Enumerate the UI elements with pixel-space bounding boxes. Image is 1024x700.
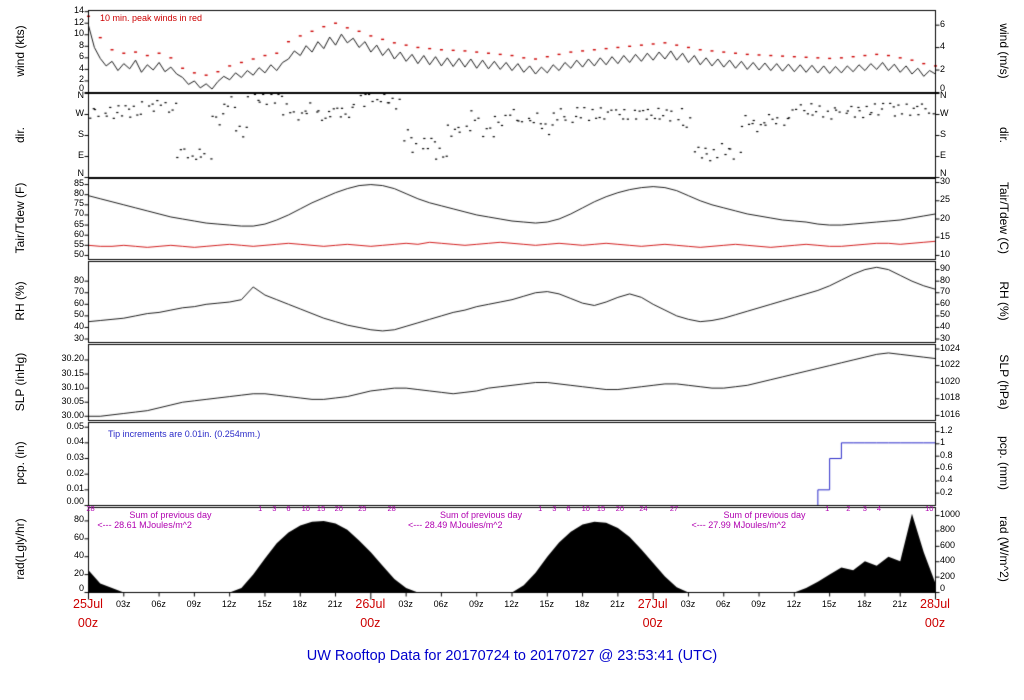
ylabel-dir-right: dir. [997,126,1011,144]
ylabel-dir-left: dir. [13,126,27,144]
ylabel-wind-right: wind (m/s) [997,23,1011,79]
ylabel-rad-left: rad(Lgly/hr) [13,518,27,580]
ylabel-pcp-left: pcp. (in) [13,441,27,485]
ylabel-wind-left: wind (kts) [13,25,27,77]
ylabel-tair-left: Tair/Tdew (F) [13,182,27,254]
ylabel-rh-right: RH (%) [997,281,1011,321]
figure-title: UW Rooftop Data for 20170724 to 20170727… [306,648,718,664]
pcp-tip-note: Tip increments are 0.01in. (0.254mm.) [108,429,261,439]
ylabel-slp-left: SLP (inHg) [13,352,27,412]
ylabel-tair-right: Tair/Tdew (C) [997,181,1011,255]
ylabel-slp-right: SLP (hPa) [997,354,1011,410]
ylabel-rad-right: rad (W/m^2) [997,516,1011,582]
ylabel-rh-left: RH (%) [13,281,27,321]
ylabel-pcp-right: pcp. (mm) [997,436,1011,490]
wind-peak-note: 10 min. peak winds in red [100,13,203,23]
